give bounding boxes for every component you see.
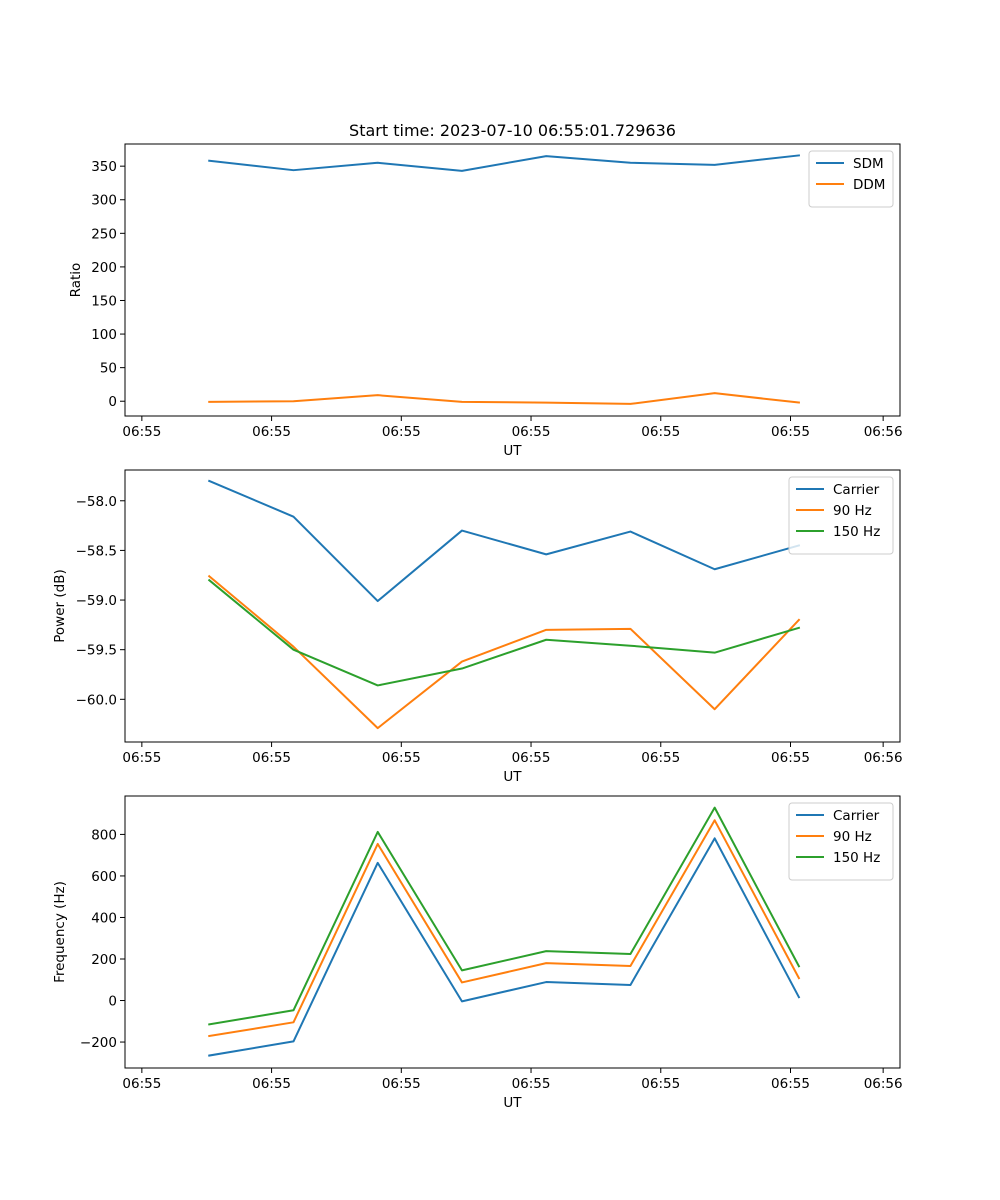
x-tick-label: 06:55 <box>122 750 161 766</box>
series-line-carrier <box>208 837 801 1057</box>
x-tick-label: 06:55 <box>771 1076 810 1092</box>
y-axis-label: Power (dB) <box>52 569 68 642</box>
legend: Carrier 90 Hz 150 Hz <box>788 802 894 881</box>
y-axis-label: Frequency (Hz) <box>52 881 68 983</box>
legend-label: DDM <box>853 177 885 193</box>
series-line-90-hz <box>207 574 801 730</box>
x-tick-label: 06:55 <box>122 424 161 440</box>
axes-frame <box>124 469 901 743</box>
y-tick-label: 200 <box>91 260 117 276</box>
legend-label: 90 Hz <box>833 503 872 519</box>
legend: SDM DDM <box>808 150 894 208</box>
legend-label: Carrier <box>833 482 880 498</box>
legend-label: 150 Hz <box>833 524 880 540</box>
subplot-3: 06:55 06:55 06:55 06:55 06:55 06:55 06:56 −200 0… <box>52 795 903 1111</box>
figure-title: Start time: 2023-07-10 06:55:01.729636 <box>349 121 676 140</box>
y-tick-label: 0 <box>108 994 117 1010</box>
legend-box <box>788 476 894 555</box>
x-tick-label: 06:55 <box>512 1076 551 1092</box>
y-tick-label: 400 <box>91 910 117 926</box>
subplot-1: 06:55 06:55 06:55 06:55 06:55 06:55 06:56 0 50 10… <box>68 143 903 459</box>
x-tick-label: 06:55 <box>382 750 421 766</box>
y-tick-label: 100 <box>91 327 117 343</box>
legend-box <box>808 150 894 208</box>
y-tick-label: 200 <box>91 952 117 968</box>
y-tick-label: 300 <box>91 193 117 209</box>
x-tick-label: 06:55 <box>252 1076 291 1092</box>
x-tick-label: 06:55 <box>122 1076 161 1092</box>
legend-label: 150 Hz <box>833 850 880 866</box>
legend-label: SDM <box>853 156 884 172</box>
x-tick-label: 06:55 <box>641 750 680 766</box>
y-tick-label: −58.0 <box>76 494 117 510</box>
y-tick-label: −59.5 <box>76 643 117 659</box>
x-axis-label: UT <box>503 769 522 785</box>
x-tick-label: 06:55 <box>382 1076 421 1092</box>
legend: Carrier 90 Hz 150 Hz <box>788 476 894 555</box>
y-tick-label: 50 <box>100 361 117 377</box>
legend-box <box>788 802 894 881</box>
x-axis-label: UT <box>503 443 522 459</box>
x-tick-label: 06:56 <box>864 424 903 440</box>
y-tick-label: 350 <box>91 159 117 175</box>
x-tick-label: 06:55 <box>771 750 810 766</box>
x-tick-label: 06:55 <box>771 424 810 440</box>
subplot-2: 06:55 06:55 06:55 06:55 06:55 06:55 06:56 −60.0… <box>52 469 903 785</box>
y-axis-label: Ratio <box>68 263 84 298</box>
x-tick-label: 06:55 <box>382 424 421 440</box>
x-tick-label: 06:55 <box>641 424 680 440</box>
series-line-sdm <box>208 154 801 172</box>
y-tick-label: 150 <box>91 293 117 309</box>
x-tick-label: 06:55 <box>512 750 551 766</box>
y-tick-label: 800 <box>91 827 117 843</box>
y-tick-label: 600 <box>91 869 117 885</box>
y-tick-label: −200 <box>80 1035 117 1051</box>
x-tick-label: 06:55 <box>512 424 551 440</box>
series-line-ddm <box>208 392 801 405</box>
x-tick-label: 06:55 <box>252 424 291 440</box>
x-axis-label: UT <box>503 1095 522 1111</box>
series-line-150-hz <box>207 578 801 687</box>
series-line-carrier <box>207 479 801 603</box>
x-tick-label: 06:55 <box>252 750 291 766</box>
subplots: 06:55 06:55 06:55 06:55 06:55 06:55 06:56 0 50 10… <box>52 143 903 1111</box>
x-tick-label: 06:56 <box>864 750 903 766</box>
x-tick-label: 06:55 <box>641 1076 680 1092</box>
y-tick-label: 0 <box>108 394 117 410</box>
y-tick-label: −59.0 <box>76 593 117 609</box>
y-tick-label: −58.5 <box>76 543 117 559</box>
y-tick-label: 250 <box>91 226 117 242</box>
series-line-90-hz <box>208 819 801 1038</box>
legend-label: 90 Hz <box>833 829 872 845</box>
axes-frame <box>124 795 901 1069</box>
series-line-150-hz <box>208 806 801 1026</box>
legend-label: Carrier <box>833 808 880 824</box>
y-tick-label: −60.0 <box>76 692 117 708</box>
axes-frame <box>124 143 901 417</box>
x-tick-label: 06:56 <box>864 1076 903 1092</box>
